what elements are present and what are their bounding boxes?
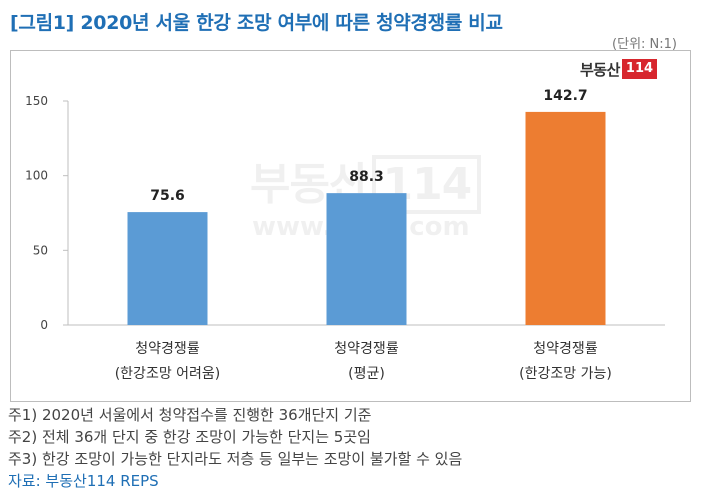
x-tick-label: 청약경쟁률 [334,341,399,357]
y-tick-label: 50 [33,243,48,257]
chart-title: [그림1] 2020년 서울 한강 조망 여부에 따른 청약경쟁률 비교 [10,12,503,34]
footnote-2: 주2) 전체 36개 단지 중 한강 조망이 가능한 단지는 5곳임 [8,428,371,446]
bar [127,212,208,325]
source-note: 자료: 부동산114 REPS [8,472,159,490]
bar [326,193,407,325]
data-label: 88.3 [349,169,384,185]
data-label: 75.6 [150,188,185,204]
unit-label: (단위: N:1) [612,37,677,52]
data-label: 142.7 [543,88,587,104]
brand-text: 부동산 [580,60,620,79]
chart-frame [10,50,691,402]
bar [525,111,606,325]
x-tick-label: 청약경쟁률 [135,341,200,357]
x-tick-label: 청약경쟁률 [533,341,598,357]
footnotes: 주1) 2020년 서울에서 청약접수를 진행한 36개단지 기준 주2) 전체… [8,404,462,492]
x-tick-label-sub: (한강조망 가능) [519,366,612,382]
brand-box: 114 [621,59,658,79]
x-tick-label-sub: (한강조망 어려움) [115,366,221,382]
y-tick-label: 100 [25,169,48,183]
footnote-3: 주3) 한강 조망이 가능한 단지라도 저층 등 일부는 조망이 불가할 수 있… [8,450,463,468]
y-tick-label: 150 [25,94,48,108]
x-tick-label-sub: (평균) [348,366,385,382]
footnote-1: 주1) 2020년 서울에서 청약접수를 진행한 36개단지 기준 [8,406,372,424]
brand-logo: 부동산 114 [580,58,658,80]
y-tick-label: 0 [40,318,48,332]
